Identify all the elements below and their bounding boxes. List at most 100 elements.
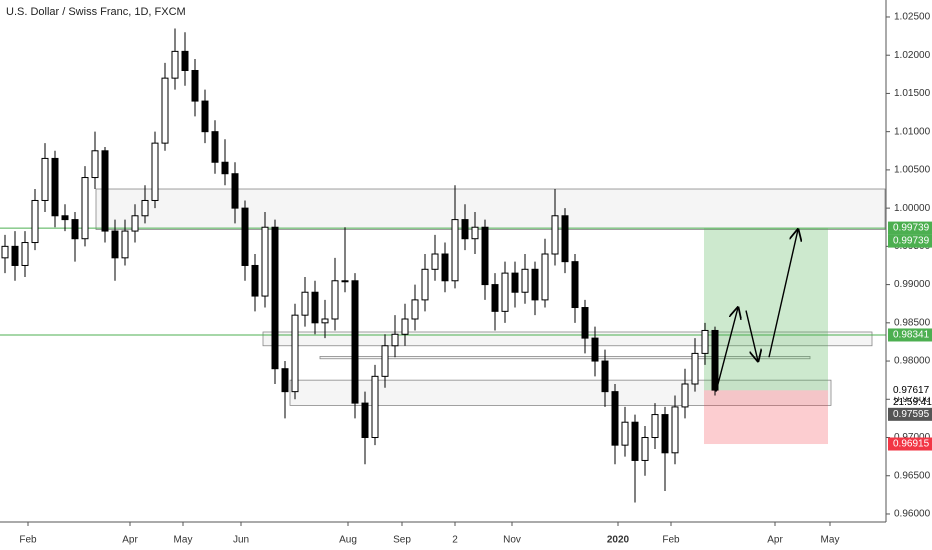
countdown: 21:59:41 xyxy=(893,397,932,408)
price-tag xyxy=(888,221,932,235)
y-tick-label: 0.98000 xyxy=(894,356,931,367)
arrow xyxy=(715,308,738,392)
candle-body xyxy=(171,50,179,79)
candle-body xyxy=(11,245,19,266)
candles xyxy=(1,28,719,503)
candle-body xyxy=(411,299,419,320)
x-tick-label: Feb xyxy=(662,535,680,546)
price-tag xyxy=(888,437,932,451)
candle-body xyxy=(671,406,679,454)
arrow xyxy=(768,230,798,358)
y-tick-label: 0.96000 xyxy=(894,509,931,520)
candle-body xyxy=(21,242,29,266)
x-tick-label: May xyxy=(821,535,840,546)
candle-body xyxy=(381,345,389,377)
candle-body xyxy=(681,383,689,408)
candle-body xyxy=(561,215,569,263)
price-tag xyxy=(888,383,932,397)
candle-body xyxy=(541,253,549,301)
y-tick-label: 1.00000 xyxy=(894,203,931,214)
candle-body xyxy=(611,391,619,446)
y-tick-label: 0.98500 xyxy=(894,317,931,328)
candle-body xyxy=(391,333,399,347)
price-tag-label: 0.96915 xyxy=(893,439,930,450)
price-tag-label: 0.98341 xyxy=(893,330,930,341)
x-tick-label: Nov xyxy=(503,535,521,546)
candle-body xyxy=(121,230,129,259)
candle-body xyxy=(181,50,189,71)
candle-body xyxy=(531,268,539,301)
candle-body xyxy=(651,414,659,439)
candle-body xyxy=(431,253,439,270)
candle-body xyxy=(641,437,649,461)
zone xyxy=(289,379,832,406)
candle-body xyxy=(601,360,609,393)
candle-body xyxy=(141,199,149,217)
candle-body xyxy=(101,150,109,232)
x-tick-label: Jun xyxy=(233,535,249,546)
overlays xyxy=(715,230,798,392)
price-tag-label: 0.99739 xyxy=(893,236,930,247)
candle-body xyxy=(331,280,339,320)
candle-body xyxy=(1,245,9,259)
candle-body xyxy=(371,375,379,439)
candle-body xyxy=(501,272,509,312)
y-tick-label: 0.99000 xyxy=(894,279,931,290)
x-tick-label: Feb xyxy=(19,535,37,546)
candle-body xyxy=(511,272,519,293)
x-tick-label: Apr xyxy=(122,535,138,546)
y-tick-label: 0.96500 xyxy=(894,470,931,481)
candle-body xyxy=(701,329,709,354)
candle-body xyxy=(131,215,139,232)
candle-body xyxy=(591,337,599,362)
candle-body xyxy=(281,368,289,393)
candle-body xyxy=(231,173,239,209)
candle-body xyxy=(661,414,669,454)
candle-body xyxy=(61,215,69,221)
candle-body xyxy=(631,421,639,461)
x-tick-label: Aug xyxy=(339,535,357,546)
candle-body xyxy=(291,314,299,393)
loss-zone xyxy=(704,390,828,445)
candle-body xyxy=(191,69,199,102)
candle-body xyxy=(261,226,269,297)
price-tag-label: 0.97595 xyxy=(893,409,930,420)
profit-zone xyxy=(704,228,828,391)
x-tick-label: 2020 xyxy=(607,535,630,546)
candle-body xyxy=(31,199,39,244)
price-tag-label: 0.97617 xyxy=(893,385,930,396)
axes: 0.960000.965000.970000.975000.980000.985… xyxy=(19,12,932,546)
y-tick-label: 1.01000 xyxy=(894,126,931,137)
candle-body xyxy=(571,261,579,309)
candle-body xyxy=(621,421,629,446)
candle-body xyxy=(251,264,259,297)
x-tick-label: Apr xyxy=(767,535,783,546)
candle-body xyxy=(521,268,529,293)
candle-body xyxy=(441,253,449,282)
candle-body xyxy=(341,280,349,283)
candle-body xyxy=(551,215,559,255)
candle-body xyxy=(201,100,209,133)
candle-body xyxy=(41,157,49,201)
candle-body xyxy=(401,318,409,335)
candle-body xyxy=(91,150,99,179)
y-tick-label: 1.01500 xyxy=(894,88,931,99)
y-tick-label: 1.02000 xyxy=(894,50,931,61)
x-tick-label: May xyxy=(174,535,193,546)
candle-body xyxy=(81,177,89,240)
x-tick-label: 2 xyxy=(452,535,458,546)
price-tag xyxy=(888,234,932,248)
candle-body xyxy=(161,77,169,144)
price-tag xyxy=(888,328,932,342)
y-tick-label: 1.02500 xyxy=(894,12,931,23)
candle-body xyxy=(321,318,329,324)
candle-body xyxy=(581,307,589,339)
candle-body xyxy=(421,268,429,301)
candle-body xyxy=(241,207,249,266)
candle-body xyxy=(51,157,59,217)
candle-body xyxy=(301,291,309,316)
candle-body xyxy=(451,219,459,282)
candle-body xyxy=(711,329,719,391)
